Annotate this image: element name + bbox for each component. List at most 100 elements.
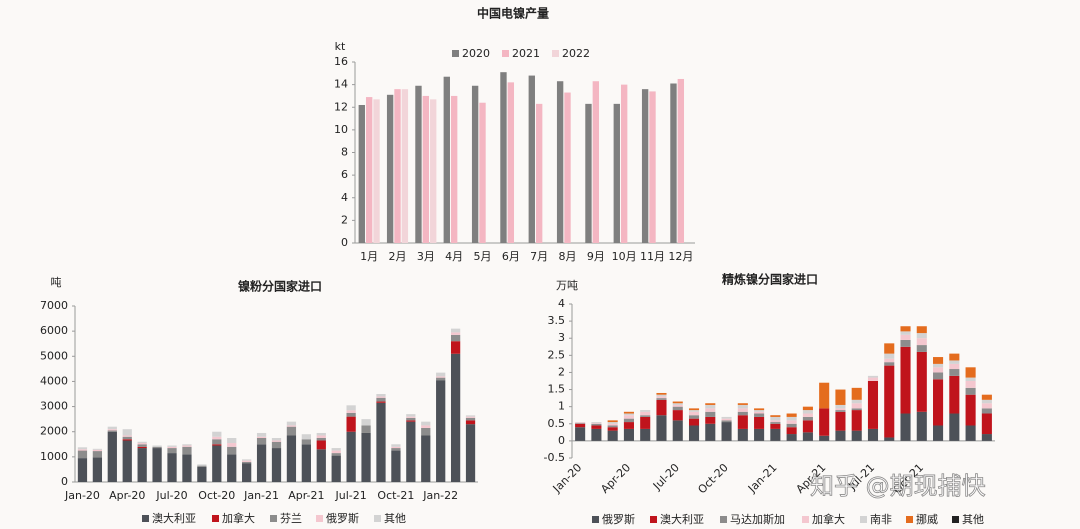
bar-segment <box>122 440 132 482</box>
legend-swatch <box>270 515 277 522</box>
bar-segment <box>770 428 781 441</box>
bar-segment <box>754 416 765 429</box>
bar-segment <box>802 432 813 441</box>
bar-segment <box>819 435 830 441</box>
bar-segment <box>421 421 431 426</box>
bar-segment <box>916 333 927 339</box>
bar-segment <box>182 446 192 455</box>
bar-segment <box>406 417 416 421</box>
bar <box>620 84 628 243</box>
bar-segment <box>965 394 976 426</box>
x-tick-label: Oct-20 <box>198 489 235 502</box>
bar-segment <box>256 432 267 437</box>
bar-segment <box>640 410 651 412</box>
bar-segment <box>933 372 944 380</box>
y-axis-unit: kt <box>335 40 346 53</box>
bar-segment <box>107 426 117 430</box>
bar <box>528 75 535 243</box>
legend-swatch <box>592 516 599 523</box>
bar-segment <box>705 411 716 417</box>
bar <box>641 89 649 244</box>
bar-segment <box>640 416 651 429</box>
bar-segment <box>900 326 911 332</box>
bar-segment <box>916 351 927 412</box>
x-tick-label: 2月 <box>389 250 407 263</box>
y-tick-label: 3 <box>558 331 565 344</box>
x-tick-label: Apr-20 <box>598 461 633 496</box>
x-tick-label: Jul-20 <box>155 489 187 502</box>
bar-segment <box>271 438 282 441</box>
y-tick-label: 6000 <box>40 324 68 337</box>
legend-label: 加拿大 <box>222 511 255 525</box>
bar-segment <box>316 449 326 482</box>
bar-segment <box>77 458 88 482</box>
bar <box>535 103 543 243</box>
bar-segment <box>346 431 356 482</box>
bar-segment <box>981 394 992 400</box>
legend-swatch <box>802 516 809 523</box>
y-tick-label: 16 <box>334 55 348 68</box>
bar-segment <box>607 423 618 426</box>
bar-segment <box>835 408 846 411</box>
bar-segment <box>591 428 602 441</box>
y-axis-unit: 万吨 <box>556 279 578 292</box>
legend-swatch <box>502 50 509 57</box>
bar-segment <box>786 420 797 424</box>
bar-segment <box>737 404 748 409</box>
bar-segment <box>721 418 732 421</box>
bar-segment <box>705 403 716 405</box>
bar-segment <box>884 437 895 441</box>
bar-segment <box>965 425 976 441</box>
bar-segment <box>721 416 732 419</box>
bar-segment <box>688 411 700 416</box>
bar-segment <box>436 372 446 377</box>
bar-segment <box>436 377 446 381</box>
bar-segment <box>705 408 716 412</box>
bar-segment <box>802 406 813 411</box>
x-tick-label: Oct-20 <box>695 461 730 496</box>
bar-segment <box>92 457 103 482</box>
bar-segment <box>591 423 602 426</box>
bar-segment <box>949 413 960 441</box>
bar-segment <box>770 415 781 417</box>
chart-title: 镍粉分国家进口 <box>238 279 322 294</box>
x-tick-label: Apr-21 <box>288 489 324 502</box>
bar-segment <box>331 453 341 456</box>
bar-segment <box>212 444 222 446</box>
bar-segment <box>754 428 765 441</box>
bar-segment <box>965 381 976 388</box>
legend-label: 2021 <box>512 47 540 60</box>
bar-segment <box>376 396 386 398</box>
bar-segment <box>965 367 976 378</box>
bar <box>373 99 380 243</box>
bar-segment <box>835 410 846 412</box>
bar-segment <box>770 416 781 421</box>
bar-segment <box>672 404 683 407</box>
x-tick-label: 8月 <box>559 250 577 263</box>
x-tick-label: Jul-20 <box>650 461 682 493</box>
bar-segment <box>754 413 765 417</box>
bar-segment <box>301 439 311 445</box>
bar-segment <box>316 432 326 436</box>
bar <box>670 83 677 244</box>
legend-label: 挪威 <box>916 512 938 526</box>
bar-segment <box>256 444 267 482</box>
bar-segment <box>900 331 911 335</box>
y-tick-label: 3000 <box>40 400 68 413</box>
x-tick-label: 1月 <box>360 250 378 263</box>
bar-segment <box>981 408 992 414</box>
bar-segment <box>77 450 88 459</box>
bar-segment <box>361 425 371 433</box>
bar-segment <box>376 402 386 482</box>
legend-label: 俄罗斯 <box>326 512 359 525</box>
x-tick-label: Jan-20 <box>64 489 100 502</box>
bar-segment <box>884 353 895 359</box>
bar-segment <box>607 425 618 428</box>
bar <box>386 94 394 244</box>
bar-segment <box>465 416 476 418</box>
legend-swatch <box>720 516 727 523</box>
legend-label: 其他 <box>384 512 406 525</box>
legend-swatch <box>650 516 657 523</box>
bar-segment <box>835 404 846 409</box>
bar-segment <box>900 334 911 340</box>
